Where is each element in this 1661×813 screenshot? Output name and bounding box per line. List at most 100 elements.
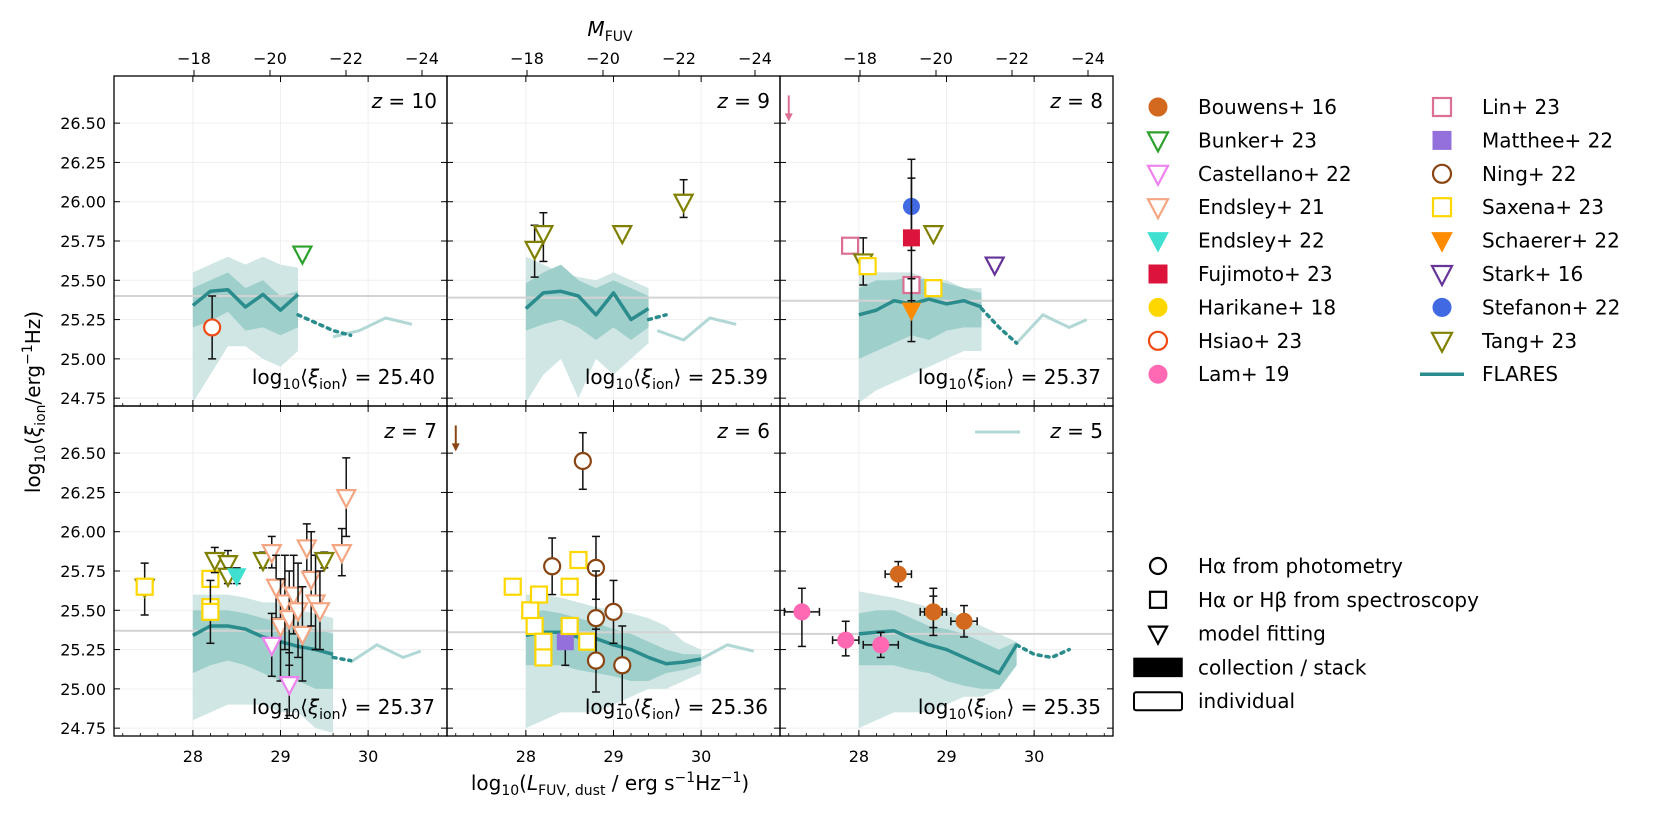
z-label: z = 7 (383, 419, 437, 443)
x-tick-label: 29 (936, 747, 956, 766)
marker-endsley-22 (226, 568, 247, 587)
method-legend-label: individual (1198, 689, 1295, 713)
panel-z6: 28 29 30 z = 6 log10⟨ξion⟩ = 25.36 (446, 405, 781, 766)
y-tick-label: 24.75 (60, 719, 106, 738)
data-point (260, 535, 283, 569)
data-point (586, 628, 606, 693)
legend-item: Matthee+ 22 (1432, 128, 1613, 152)
panel-z9: −18 −20 −22 −24 z = 9 log10⟨ξion⟩ = 25.39 (446, 49, 781, 407)
top-tick-label: −22 (329, 49, 363, 68)
legend-label: Schaerer+ 22 (1482, 229, 1620, 253)
marker-endsley-21 (260, 544, 283, 565)
legend-marker (1146, 164, 1170, 188)
data-point (783, 587, 821, 648)
x-tick-label: 28 (516, 747, 536, 766)
flares-line (858, 297, 983, 317)
legend-marker (1148, 97, 1168, 117)
data-point (521, 601, 540, 620)
data-point (226, 567, 247, 587)
marker-bouwens-16 (889, 565, 907, 583)
flares-line-dotted (296, 313, 353, 338)
marker-tang-23 (523, 240, 546, 262)
top-tick-label: −24 (738, 49, 772, 68)
marker-tang-23 (672, 193, 695, 215)
top-axis-label: MFUV (587, 17, 633, 45)
legend-marker (1148, 364, 1168, 384)
legend-item: Ning+ 22 (1431, 162, 1576, 186)
y-tick-label: 26.50 (60, 444, 106, 463)
legend-label: Bouwens+ 16 (1198, 95, 1337, 119)
panels: 24.75 25.00 25.25 25.50 25.75 26.00 26.25 26.50… (60, 49, 1114, 766)
legend-item: FLARES (1420, 362, 1558, 386)
legend-marker (1431, 163, 1453, 184)
marker-fujimoto-23 (902, 229, 920, 247)
data-point (291, 585, 314, 682)
data-point (950, 604, 978, 638)
top-tick-label: −20 (253, 49, 287, 68)
legend-label: Hsiao+ 23 (1198, 329, 1302, 353)
data-point (858, 257, 877, 276)
legend-label: Bunker+ 23 (1198, 128, 1317, 152)
method-marker-triangle (1147, 625, 1169, 646)
data-point (672, 178, 695, 219)
method-legend-label: model fitting (1198, 622, 1326, 646)
flares-band-inner (858, 277, 982, 359)
marker-endsley-21 (331, 544, 353, 565)
upper-limit-arrowhead (451, 443, 460, 452)
method-legend-item: individual (1133, 689, 1295, 713)
data-point (901, 277, 922, 343)
data-point (529, 585, 549, 604)
method-legend-item: model fitting (1147, 622, 1326, 646)
marker-tang-23 (922, 225, 945, 246)
legend-marker (1147, 232, 1169, 253)
marker-saxena-23 (503, 577, 522, 596)
marker-matthee-22 (556, 633, 574, 651)
legend-item: Stark+ 16 (1430, 262, 1583, 288)
data-point (831, 620, 860, 657)
method-legend-item: Hα or Hβ from spectroscopy (1148, 588, 1479, 612)
top-tick-label: −18 (177, 49, 211, 68)
y-tick-label: 26.00 (60, 193, 106, 212)
legend-marker (1432, 297, 1452, 317)
legend-marker (1147, 330, 1169, 351)
flares-line-dotted (331, 655, 353, 663)
y-tick-label: 25.00 (60, 350, 106, 369)
flares-line (191, 287, 300, 312)
marker-bunker-23 (291, 245, 314, 266)
marker-stark-16 (983, 256, 1006, 277)
mean-label: log10⟨ξion⟩ = 25.40 (252, 365, 435, 393)
method-legend-item: Hα from photometry (1148, 554, 1403, 578)
marker-endsley-21 (309, 602, 331, 623)
data-point (578, 632, 597, 651)
y-tick-label: 25.25 (60, 311, 106, 330)
legend-marker (1431, 232, 1453, 253)
method-marker-open-box (1133, 691, 1183, 712)
flares-band-inner (858, 610, 1017, 689)
panel-z10: 24.75 25.00 25.25 25.50 25.75 26.00 26.25 26.50… (60, 49, 448, 408)
marker-ning-22 (586, 609, 606, 628)
legend-label: Fujimoto+ 23 (1198, 262, 1333, 286)
top-tick-label: −20 (919, 49, 953, 68)
method-marker-filled-box (1133, 657, 1183, 678)
method-legend-label: collection / stack (1198, 655, 1367, 679)
data-point (923, 595, 943, 629)
marker-lin-23 (841, 236, 860, 255)
data-point (534, 632, 553, 651)
legend-marker (1148, 297, 1168, 317)
marker-ning-22 (586, 651, 606, 670)
data-point (560, 577, 579, 596)
marker-ning-22 (604, 602, 623, 621)
marker-saxena-23 (201, 602, 220, 621)
legend-item: Lin+ 23 (1431, 95, 1560, 119)
data-point (534, 648, 553, 667)
legend-marker (1146, 198, 1170, 221)
y-tick-label: 26.50 (60, 114, 106, 133)
marker-saxena-23 (578, 632, 597, 651)
legend-item: Endsley+ 22 (1147, 229, 1325, 253)
mean-label: log10⟨ξion⟩ = 25.37 (918, 365, 1101, 393)
top-tick-label: −22 (995, 49, 1029, 68)
legend-marker (1432, 130, 1452, 150)
legend-label: Saxena+ 23 (1482, 195, 1604, 219)
legend-item: Castellano+ 22 (1146, 162, 1352, 188)
marker-endsley-21 (335, 489, 358, 510)
